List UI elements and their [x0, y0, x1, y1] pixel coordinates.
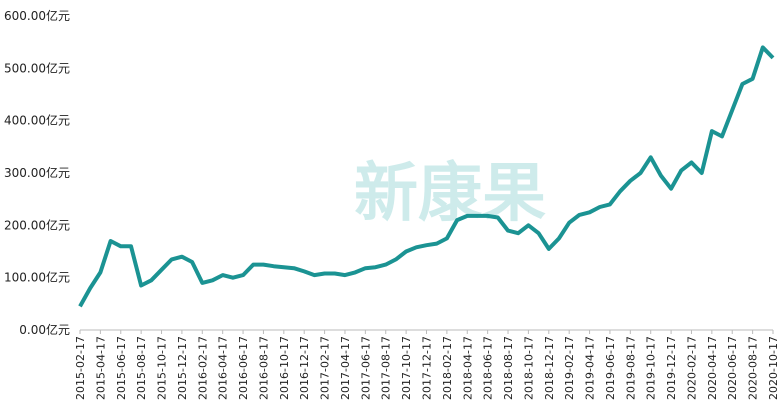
x-tick-label: 2017-08-17 — [380, 336, 393, 400]
x-tick-label: 2020-06-17 — [726, 336, 739, 400]
x-tick-label: 2019-12-17 — [665, 336, 678, 400]
x-tick-label: 2016-04-17 — [217, 336, 230, 400]
x-tick-label: 2020-04-17 — [706, 336, 719, 400]
x-tick-label: 2018-02-17 — [441, 336, 454, 400]
x-tick-label: 2016-08-17 — [257, 336, 270, 400]
y-tick-label: 300.00亿元 — [4, 165, 70, 180]
x-tick-label: 2020-02-17 — [685, 336, 698, 400]
x-tick-label: 2016-02-17 — [196, 336, 209, 400]
x-tick-label: 2018-04-17 — [461, 336, 474, 400]
x-tick-label: 2016-10-17 — [278, 336, 291, 400]
watermark: 新康果 — [354, 157, 546, 231]
y-tick-label: 200.00亿元 — [4, 217, 70, 232]
x-tick-label: 2017-10-17 — [400, 336, 413, 400]
x-tick-label: 2015-10-17 — [156, 336, 169, 400]
x-tick-label: 2017-06-17 — [359, 336, 372, 400]
x-tick-label: 2019-06-17 — [604, 336, 617, 400]
x-tick-label: 2017-04-17 — [339, 336, 352, 400]
x-tick-label: 2019-08-17 — [624, 336, 637, 400]
y-tick-label: 600.00亿元 — [4, 8, 70, 23]
x-tick-label: 2017-02-17 — [319, 336, 332, 400]
line-series — [78, 45, 775, 308]
x-tick-label: 2015-08-17 — [135, 336, 148, 400]
x-tick-label: 2020-10-17 — [767, 336, 780, 400]
x-tick-label: 2019-04-17 — [584, 336, 597, 400]
y-tick-label: 100.00亿元 — [4, 270, 70, 285]
x-tick-label: 2015-06-17 — [115, 336, 128, 400]
x-tick-label: 2018-12-17 — [543, 336, 556, 400]
x-tick-label: 2016-12-17 — [298, 336, 311, 400]
x-tick-label: 2015-12-17 — [176, 336, 189, 400]
y-tick-label: 0.00亿元 — [19, 322, 70, 337]
x-tick-label: 2018-08-17 — [502, 336, 515, 400]
x-tick-label: 2018-10-17 — [522, 336, 535, 400]
x-tick-label: 2019-02-17 — [563, 336, 576, 400]
x-tick-label: 2020-08-17 — [747, 336, 760, 400]
x-tick-label: 2017-12-17 — [421, 336, 434, 400]
y-tick-label: 500.00亿元 — [4, 60, 70, 75]
y-tick-label: 400.00亿元 — [4, 113, 70, 128]
x-tick-label: 2016-06-17 — [237, 336, 250, 400]
x-tick-label: 2019-10-17 — [645, 336, 658, 400]
x-tick-label: 2015-02-17 — [74, 336, 87, 400]
x-tick-label: 2015-04-17 — [94, 336, 107, 400]
x-tick-label: 2018-06-17 — [482, 336, 495, 400]
